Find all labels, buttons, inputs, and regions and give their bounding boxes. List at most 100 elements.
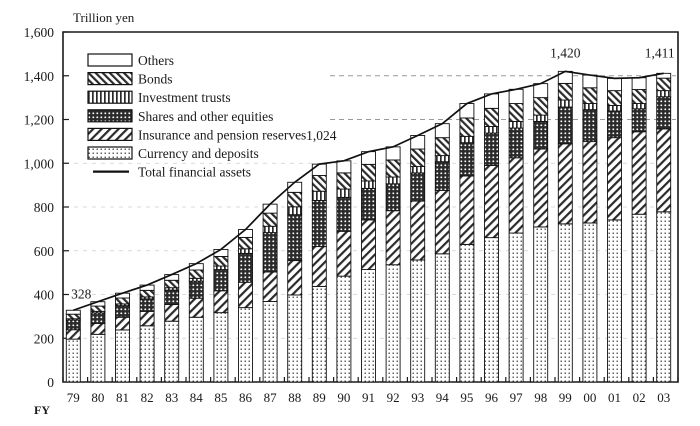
value-annotation: 328 bbox=[71, 286, 92, 301]
y-tick-label: 600 bbox=[34, 244, 55, 259]
bar-segment bbox=[434, 155, 450, 163]
bar-segment bbox=[582, 103, 598, 111]
bar-segment bbox=[631, 131, 647, 215]
legend-label: Insurance and pension reserves bbox=[138, 127, 306, 142]
bar-segment bbox=[238, 248, 253, 254]
legend-item-insurance-and-pension-reserves: Insurance and pension reserves bbox=[87, 127, 306, 142]
legend-item-currency-and-deposits: Currency and deposits bbox=[87, 146, 259, 161]
bar-segment bbox=[115, 329, 130, 383]
x-axis-title: FY bbox=[34, 403, 50, 417]
bar-segment bbox=[557, 143, 573, 225]
bar-segment bbox=[65, 313, 81, 320]
bar-segment bbox=[582, 141, 598, 224]
bar-segment bbox=[361, 269, 376, 383]
legend-item-total-financial-assets: Total financial assets bbox=[93, 165, 251, 180]
bar-segment bbox=[336, 275, 352, 383]
bar-segment bbox=[361, 163, 376, 182]
bar-stack-89 bbox=[311, 163, 327, 383]
bar-stack-83 bbox=[164, 274, 180, 383]
bar-segment bbox=[410, 200, 426, 261]
bar-segment bbox=[656, 128, 672, 213]
y-tick-label: 1,000 bbox=[24, 156, 55, 171]
bar-segment bbox=[459, 103, 475, 119]
bar-segment bbox=[287, 214, 303, 262]
bar-segment bbox=[631, 108, 647, 133]
bar-stack-92 bbox=[385, 146, 401, 383]
x-tick-label: 02 bbox=[633, 390, 646, 405]
bar-segment bbox=[459, 175, 475, 245]
bar-segment bbox=[385, 159, 401, 178]
bar-segment bbox=[90, 322, 106, 335]
bar-segment bbox=[484, 132, 499, 166]
bar-segment bbox=[336, 196, 352, 232]
x-tick-label: 87 bbox=[264, 390, 278, 405]
bar-segment bbox=[631, 103, 647, 110]
bar-segment bbox=[361, 180, 376, 189]
x-tick-label: 96 bbox=[485, 390, 499, 405]
bar-segment bbox=[311, 246, 327, 287]
bar-segment bbox=[484, 126, 499, 134]
x-tick-label: 82 bbox=[141, 390, 154, 405]
total-line-path bbox=[73, 70, 664, 312]
value-annotations: 328 1,024 1,420 1,411 bbox=[71, 45, 674, 301]
bar-segment bbox=[607, 105, 622, 112]
bar-segment bbox=[90, 312, 106, 324]
bar-segment bbox=[188, 263, 204, 271]
bar-stack-98 bbox=[533, 83, 549, 383]
bar-stack-86 bbox=[238, 229, 253, 383]
bar-segment bbox=[631, 89, 647, 104]
bar-stack-02 bbox=[631, 77, 647, 383]
bar-segment bbox=[238, 281, 253, 309]
bar-segment bbox=[311, 175, 327, 192]
bar-segment bbox=[164, 304, 180, 322]
bar-segment bbox=[656, 90, 672, 98]
bar-stack-82 bbox=[139, 284, 155, 383]
y-axis-unit-label: Trillion yen bbox=[73, 10, 135, 25]
bar-segment bbox=[164, 289, 180, 306]
y-tick-label: 1,600 bbox=[24, 25, 55, 40]
bar-segment bbox=[631, 213, 647, 383]
bar-segment bbox=[508, 157, 524, 234]
bar-segment bbox=[607, 219, 622, 383]
bar-segment bbox=[287, 191, 303, 208]
legend-swatch bbox=[87, 53, 133, 67]
bar-segment bbox=[311, 190, 327, 201]
x-tick-label: 94 bbox=[436, 390, 450, 405]
bar-segment bbox=[65, 338, 81, 383]
x-tick-label: 84 bbox=[190, 390, 204, 405]
x-tick-label: 91 bbox=[362, 390, 375, 405]
bar-segment bbox=[410, 172, 426, 202]
bar-segment bbox=[336, 230, 352, 277]
x-tick-label: 99 bbox=[559, 390, 572, 405]
x-axis-tickmarks bbox=[62, 377, 679, 382]
bar-segment bbox=[557, 106, 573, 145]
legend-swatch bbox=[87, 127, 133, 141]
bar-segment bbox=[508, 127, 524, 159]
bar-segment bbox=[508, 103, 524, 122]
x-axis-labels: 79 80 81 82 83 84 85 86 87 88 89 90 91 92 93 94 95 96 97 98… bbox=[67, 390, 670, 405]
bar-stack-88 bbox=[287, 181, 303, 383]
bar-segment bbox=[188, 280, 204, 299]
bar-stack-93 bbox=[410, 135, 426, 383]
bar-segment bbox=[115, 305, 130, 318]
bar-segment bbox=[607, 90, 622, 106]
bar-segment bbox=[213, 290, 229, 314]
bar-stack-99 bbox=[557, 70, 573, 383]
bar-segment bbox=[188, 269, 204, 279]
bar-segment bbox=[287, 260, 303, 296]
bar-stack-03 bbox=[656, 72, 672, 383]
bar-segment bbox=[262, 212, 278, 227]
x-tick-label: 88 bbox=[288, 390, 301, 405]
value-annotation: 1,420 bbox=[550, 45, 581, 60]
bar-stack-79 bbox=[65, 309, 81, 383]
x-tick-label: 85 bbox=[214, 390, 227, 405]
bar-segment bbox=[582, 109, 598, 143]
legend-swatch bbox=[87, 146, 133, 160]
bar-segment bbox=[287, 294, 303, 383]
bar-segment bbox=[410, 148, 426, 167]
bar-segment bbox=[311, 199, 327, 248]
bar-segment bbox=[508, 121, 524, 129]
x-tick-label: 80 bbox=[91, 390, 104, 405]
bar-segment bbox=[656, 96, 672, 130]
